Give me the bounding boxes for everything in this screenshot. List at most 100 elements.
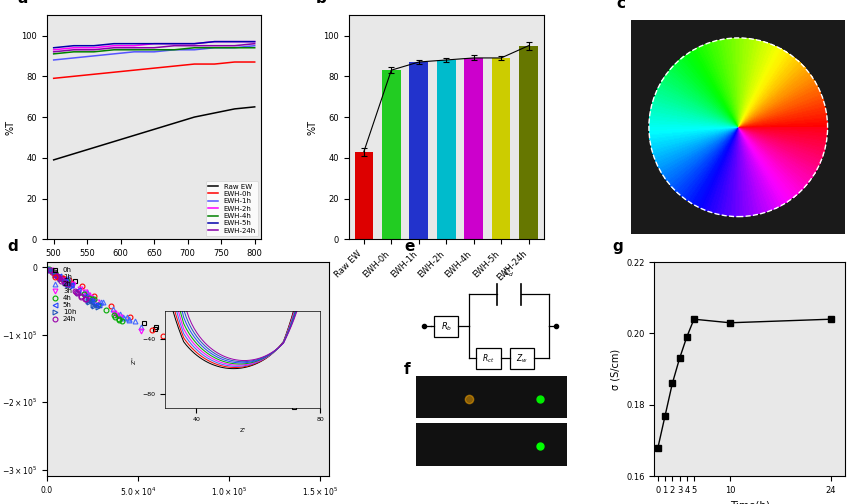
2h [78, 289, 89, 295]
10h [62, 281, 73, 287]
10h [60, 279, 70, 285]
3h [92, 298, 102, 304]
24h [60, 280, 70, 286]
Text: b: b [316, 0, 326, 6]
0h [223, 368, 234, 374]
EWH-4h [89, 49, 99, 55]
24h [56, 278, 67, 284]
1h [77, 283, 87, 289]
EWH-5h [108, 41, 119, 47]
Raw EW [249, 104, 259, 110]
Raw EW [89, 145, 99, 151]
1h [57, 276, 67, 282]
4h [44, 266, 54, 272]
5h [79, 293, 90, 299]
Raw EW [149, 127, 160, 133]
Text: $R_b$: $R_b$ [440, 320, 451, 333]
3h [74, 286, 84, 292]
1h [184, 351, 194, 357]
5h [53, 275, 63, 281]
Bar [519, 46, 537, 239]
EWH-24h [108, 45, 119, 51]
10h [84, 297, 94, 303]
X-axis label: Time(h): Time(h) [729, 500, 769, 504]
Raw EW [229, 106, 240, 112]
10h [88, 302, 98, 308]
Raw EW [209, 110, 219, 116]
Raw EW [108, 139, 119, 145]
10h [60, 280, 70, 286]
1h [106, 303, 116, 309]
10h [44, 266, 55, 272]
3h [136, 328, 147, 334]
1h [147, 327, 157, 333]
4h [113, 316, 124, 322]
Line: EWH-4h: EWH-4h [54, 48, 254, 54]
24h [76, 293, 86, 299]
EWH-24h [68, 47, 78, 53]
5h [60, 279, 70, 285]
24h [76, 294, 86, 300]
10h [84, 299, 95, 305]
4h [78, 291, 89, 297]
EWH-4h [229, 45, 240, 51]
0h [166, 341, 177, 347]
EWH-24h [129, 45, 139, 51]
5h [60, 278, 70, 284]
2h [121, 313, 131, 320]
2h [124, 316, 134, 322]
4h [90, 296, 100, 302]
24h [51, 273, 61, 279]
EWH-1h [68, 55, 78, 61]
4h [108, 312, 119, 319]
Text: $C_d$: $C_d$ [502, 267, 514, 279]
2h [63, 275, 73, 281]
Bar [491, 58, 510, 239]
Text: e: e [403, 238, 414, 254]
2h [96, 299, 106, 305]
Bar [354, 152, 373, 239]
Text: f: f [403, 362, 410, 376]
4h [49, 270, 60, 276]
Legend: 0h, 1h, 2h, 3h, 4h, 5h, 10h, 24h: 0h, 1h, 2h, 3h, 4h, 5h, 10h, 24h [50, 266, 78, 324]
EWH-0h [68, 73, 78, 79]
4h [63, 280, 73, 286]
10h [92, 303, 102, 309]
0h [183, 348, 194, 354]
5h [90, 302, 100, 308]
EWH-24h [149, 45, 160, 51]
EWH-5h [129, 41, 139, 47]
2h [164, 342, 174, 348]
EWH-1h [129, 49, 139, 55]
3h [84, 294, 95, 300]
2h [115, 311, 125, 317]
Line: 24h: 24h [48, 268, 88, 302]
3h [86, 295, 96, 301]
Raw EW [189, 114, 200, 120]
10h [55, 276, 66, 282]
EWH-0h [129, 67, 139, 73]
0h [185, 345, 195, 351]
1h [47, 269, 57, 275]
5h [59, 277, 69, 283]
2h [82, 290, 92, 296]
Text: g: g [612, 238, 622, 254]
2h [43, 267, 53, 273]
EWH-2h [108, 43, 119, 49]
1h [209, 365, 219, 371]
EWH-24h [169, 43, 179, 49]
24h [49, 271, 60, 277]
EWH-5h [149, 41, 160, 47]
5h [87, 298, 97, 304]
EWH-5h [68, 43, 78, 49]
1h [89, 293, 99, 299]
EWH-5h [49, 45, 59, 51]
Line: Raw EW: Raw EW [54, 107, 254, 160]
0h [61, 278, 72, 284]
0h [259, 387, 270, 393]
EWH-4h [209, 45, 219, 51]
EWH-0h [89, 71, 99, 77]
3h [47, 270, 57, 276]
Y-axis label: σ (S/cm): σ (S/cm) [610, 349, 620, 390]
10h [44, 267, 55, 273]
